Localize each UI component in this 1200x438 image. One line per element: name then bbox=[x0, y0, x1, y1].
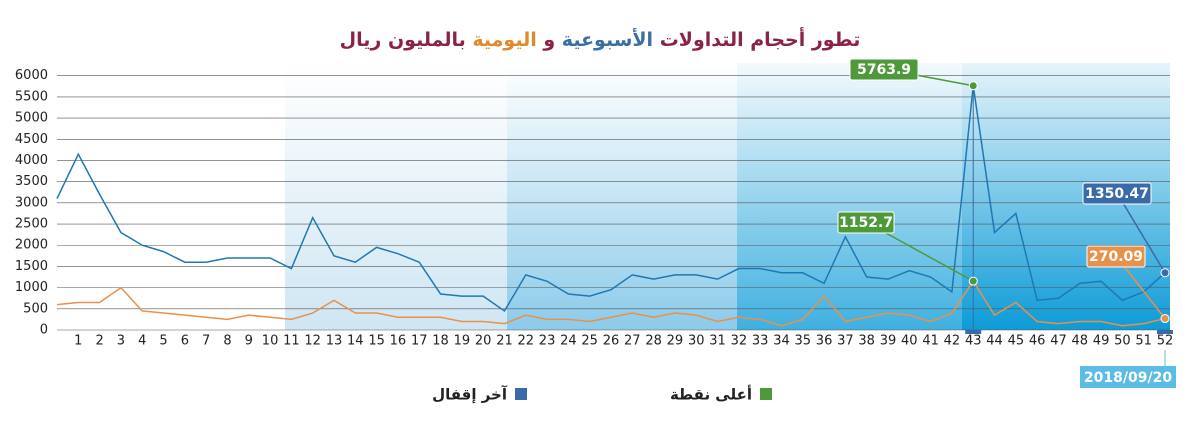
x-tick-label: 41 bbox=[922, 334, 939, 349]
x-tick-label: 29 bbox=[667, 334, 684, 349]
x-tick-label: 14 bbox=[347, 334, 364, 349]
title-part: اليومية bbox=[472, 29, 536, 51]
x-tick-label: 19 bbox=[454, 334, 471, 349]
y-tick-label: 3000 bbox=[15, 195, 48, 210]
x-tick-label: 15 bbox=[368, 334, 385, 349]
y-tick-label: 4500 bbox=[15, 132, 48, 147]
legend-swatch bbox=[515, 388, 527, 400]
y-tick-label: 2500 bbox=[15, 217, 48, 232]
callout-label: 5763.9 bbox=[857, 62, 911, 78]
callout-box bbox=[849, 58, 919, 81]
legend-swatch bbox=[760, 388, 772, 400]
y-tick-label: 500 bbox=[23, 301, 48, 316]
y-tick-label: 3500 bbox=[15, 174, 48, 189]
y-tick-label: 0 bbox=[40, 323, 48, 338]
x-tick-label: 6 bbox=[181, 334, 189, 349]
x-tick-label: 18 bbox=[432, 334, 449, 349]
x-tick-label: 32 bbox=[731, 334, 748, 349]
x-tick-label: 2 bbox=[95, 334, 103, 349]
x-tick-label: 16 bbox=[390, 334, 407, 349]
axis-highlight bbox=[1157, 330, 1173, 334]
x-tick-label: 24 bbox=[560, 334, 577, 349]
x-tick-label: 44 bbox=[986, 334, 1003, 349]
y-tick-label: 1000 bbox=[15, 280, 48, 295]
title-part: الأسبوعية bbox=[562, 28, 653, 51]
x-tick-label: 3 bbox=[117, 334, 125, 349]
series-line bbox=[56, 85, 1166, 313]
x-tick-label: 23 bbox=[539, 334, 556, 349]
x-tick-label: 26 bbox=[603, 334, 620, 349]
x-tick-label: 8 bbox=[223, 334, 231, 349]
title-part: تطور أحجام التداولات bbox=[660, 27, 861, 51]
x-tick-label: 45 bbox=[1008, 334, 1025, 349]
x-tick-label: 39 bbox=[880, 334, 897, 349]
x-tick-label: 42 bbox=[944, 334, 961, 349]
x-tick-label: 35 bbox=[794, 334, 811, 349]
axis-highlight bbox=[965, 330, 982, 334]
x-tick-label: 43 bbox=[965, 334, 982, 349]
callout-label: 1350.47 bbox=[1085, 186, 1149, 202]
callout-leader bbox=[1116, 192, 1166, 274]
x-tick-label: 1 bbox=[74, 334, 82, 349]
x-tick-label: 49 bbox=[1093, 334, 1110, 349]
callout-label: 270.09 bbox=[1089, 249, 1143, 265]
x-tick-label: 50 bbox=[1114, 334, 1131, 349]
date-label: 2018/09/20 bbox=[1084, 370, 1172, 386]
x-tick-label: 7 bbox=[202, 334, 210, 349]
x-tick-label: 38 bbox=[858, 334, 875, 349]
point-marker bbox=[968, 81, 978, 91]
y-tick-label: 4000 bbox=[15, 153, 48, 168]
x-tick-label: 12 bbox=[304, 334, 321, 349]
legend-label: آخر إقفال bbox=[432, 386, 508, 404]
x-tick-label: 33 bbox=[752, 334, 769, 349]
x-tick-label: 10 bbox=[262, 334, 279, 349]
x-tick-label: 51 bbox=[1135, 334, 1152, 349]
x-tick-label: 11 bbox=[283, 334, 300, 349]
x-tick-label: 46 bbox=[1029, 334, 1046, 349]
callout-box bbox=[837, 211, 895, 234]
callout-label: 1152.7 bbox=[839, 215, 893, 231]
x-tick-label: 31 bbox=[709, 334, 726, 349]
chart-title: تطور أحجام التداولات الأسبوعية و اليومية… bbox=[340, 27, 861, 51]
x-tick-label: 13 bbox=[326, 334, 343, 349]
y-tick-label: 5500 bbox=[15, 89, 48, 104]
y-tick-label: 1500 bbox=[15, 259, 48, 274]
x-tick-label: 4 bbox=[138, 334, 146, 349]
callout-box bbox=[1086, 245, 1146, 268]
x-tick-label: 28 bbox=[645, 334, 662, 349]
x-tick-label: 9 bbox=[245, 334, 253, 349]
x-tick-label: 5 bbox=[159, 334, 167, 349]
x-tick-label: 22 bbox=[517, 334, 534, 349]
legend-label: أعلى نقطة bbox=[670, 385, 752, 404]
x-tick-label: 27 bbox=[624, 334, 641, 349]
x-tick-label: 40 bbox=[901, 334, 918, 349]
x-tick-label: 21 bbox=[496, 334, 513, 349]
point-marker bbox=[968, 276, 978, 286]
callout-box bbox=[1082, 182, 1152, 205]
x-tick-label: 48 bbox=[1071, 334, 1088, 349]
x-tick-label: 47 bbox=[1050, 334, 1067, 349]
title-part: و bbox=[542, 29, 555, 51]
x-tick-label: 17 bbox=[411, 334, 428, 349]
y-tick-label: 2000 bbox=[15, 238, 48, 253]
x-tick-label: 34 bbox=[773, 334, 790, 349]
background bbox=[285, 63, 1170, 330]
x-tick-label: 25 bbox=[581, 334, 598, 349]
point-marker bbox=[1160, 268, 1170, 278]
x-tick-label: 37 bbox=[837, 334, 854, 349]
series-line bbox=[56, 279, 1166, 327]
title-part: بالمليون ريال bbox=[340, 29, 466, 51]
date-box bbox=[1080, 366, 1176, 388]
x-tick-label: 30 bbox=[688, 334, 705, 349]
y-tick-label: 5000 bbox=[15, 111, 48, 126]
x-tick-label: 20 bbox=[475, 334, 492, 349]
y-tick-label: 6000 bbox=[15, 68, 48, 83]
x-tick-label: 36 bbox=[816, 334, 833, 349]
x-tick-label: 52 bbox=[1157, 334, 1174, 349]
point-marker bbox=[1160, 314, 1170, 324]
